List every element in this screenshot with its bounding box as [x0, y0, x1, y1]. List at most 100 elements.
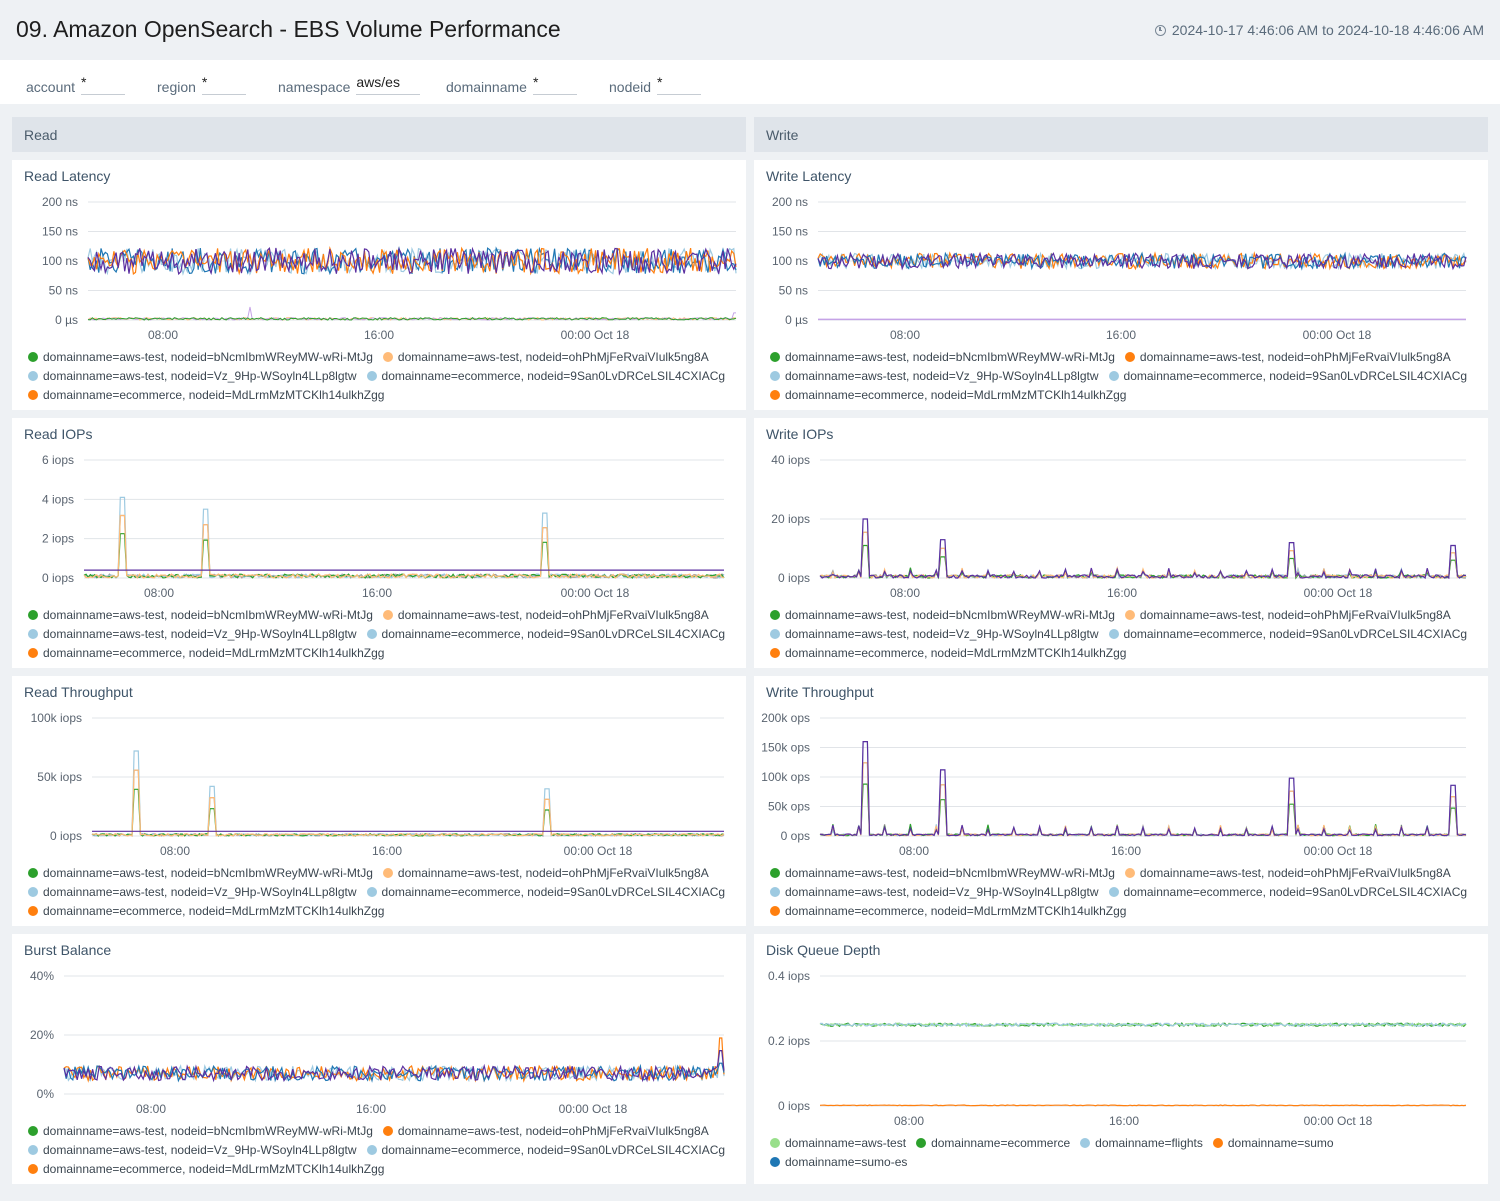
read-latency-chart[interactable]: 0 µs 50 ns 100 ns 150 ns 200 ns 08:00 16:00 00:…	[12, 160, 746, 415]
filter-nodeid-value[interactable]: *	[657, 74, 702, 95]
filter-account[interactable]: account *	[26, 74, 126, 95]
legend-item[interactable]: domainname=ecommerce, nodeid=9San0LvDRCe…	[366, 883, 725, 901]
legend-label: domainname=sumo	[1227, 1136, 1334, 1150]
read-iops-title[interactable]: Read IOPs	[24, 426, 93, 442]
series-line[interactable]	[83, 514, 725, 580]
legend-item[interactable]: domainname=sumo-es	[770, 1153, 907, 1171]
legend-item[interactable]: domainname=aws-test	[770, 1134, 906, 1152]
legend-item[interactable]: domainname=ecommerce, nodeid=9San0LvDRCe…	[1108, 625, 1467, 643]
legend-item[interactable]: domainname=aws-test, nodeid=ohPhMjFeRvai…	[382, 1122, 709, 1140]
legend-item[interactable]: domainname=ecommerce, nodeid=MdLrmMzMTCK…	[28, 902, 384, 920]
legend-item[interactable]: domainname=ecommerce, nodeid=MdLrmMzMTCK…	[770, 386, 1126, 404]
series-line[interactable]	[91, 769, 725, 838]
legend-dot-icon	[382, 868, 393, 878]
legend-item[interactable]: domainname=ecommerce, nodeid=MdLrmMzMTCK…	[770, 902, 1126, 920]
disk-queue-depth-title[interactable]: Disk Queue Depth	[766, 942, 881, 958]
legend-item[interactable]: domainname=flights	[1080, 1134, 1203, 1152]
filter-domainname[interactable]: domainname *	[446, 74, 577, 95]
filter-account-value[interactable]: *	[81, 74, 126, 95]
write-throughput-title[interactable]: Write Throughput	[766, 684, 874, 700]
filter-region-value[interactable]: *	[201, 74, 246, 95]
filter-region[interactable]: region *	[157, 74, 246, 95]
legend-item[interactable]: domainname=aws-test, nodeid=Vz_9Hp-WSoyl…	[770, 883, 1099, 901]
legend-item[interactable]: domainname=aws-test, nodeid=bNcmIbmWReyM…	[770, 348, 1115, 366]
write-iops-chart[interactable]: 0 iops 20 iops 40 iops 08:00 16:00 00:00 Oct …	[754, 418, 1488, 673]
legend-dot-icon	[28, 371, 38, 381]
write-latency-chart[interactable]: 0 µs 50 ns 100 ns 150 ns 200 ns 08:00 16:00 00:…	[754, 160, 1488, 415]
filter-namespace-value[interactable]: aws/es	[356, 74, 421, 95]
legend-item[interactable]: domainname=aws-test, nodeid=Vz_9Hp-WSoyl…	[28, 625, 357, 643]
y-tick-label: 0 µs	[55, 313, 78, 327]
legend-item[interactable]: domainname=aws-test, nodeid=Vz_9Hp-WSoyl…	[770, 625, 1099, 643]
burst-balance-chart[interactable]: 0% 20% 40% 08:00 16:00 00:00 Oct 18	[12, 934, 746, 1189]
series-line[interactable]	[83, 514, 725, 579]
legend-label: domainname=aws-test, nodeid=ohPhMjFeRvai…	[397, 1124, 709, 1138]
write-iops-title[interactable]: Write IOPs	[766, 426, 834, 442]
legend-dot-icon	[366, 887, 377, 897]
disk-queue-depth-chart[interactable]: 0 iops 0.2 iops 0.4 iops 08:00 16:00 00:00 Oc…	[754, 934, 1488, 1189]
series-line[interactable]	[87, 317, 737, 321]
legend-item[interactable]: domainname=aws-test, nodeid=bNcmIbmWReyM…	[770, 864, 1115, 882]
legend-item[interactable]: domainname=aws-test, nodeid=ohPhMjFeRvai…	[382, 864, 709, 882]
legend-item[interactable]: domainname=ecommerce, nodeid=MdLrmMzMTCK…	[28, 644, 384, 662]
legend-item[interactable]: domainname=ecommerce, nodeid=9San0LvDRCe…	[1108, 367, 1467, 385]
series-line[interactable]	[817, 251, 1467, 271]
legend-item[interactable]: domainname=sumo	[1212, 1134, 1334, 1152]
series-line[interactable]	[819, 1104, 1467, 1107]
legend-item[interactable]: domainname=ecommerce, nodeid=MdLrmMzMTCK…	[770, 644, 1126, 662]
filter-domainname-value[interactable]: *	[532, 74, 577, 95]
series-line[interactable]	[83, 533, 725, 579]
legend-item[interactable]: domainname=ecommerce, nodeid=MdLrmMzMTCK…	[28, 386, 384, 404]
section-write[interactable]: Write	[754, 117, 1488, 152]
legend-dot-icon	[1212, 1138, 1223, 1148]
series-line[interactable]	[63, 1037, 725, 1083]
read-latency-title[interactable]: Read Latency	[24, 168, 111, 184]
write-latency-title[interactable]: Write Latency	[766, 168, 852, 184]
read-throughput-chart[interactable]: 0 iops 50k iops 100k iops 08:00 16:00 00:00 O…	[12, 676, 746, 931]
legend-item[interactable]: domainname=aws-test, nodeid=Vz_9Hp-WSoyl…	[28, 883, 357, 901]
legend-item[interactable]: domainname=ecommerce, nodeid=9San0LvDRCe…	[366, 625, 725, 643]
series-line[interactable]	[91, 769, 725, 837]
series-line[interactable]	[91, 750, 725, 838]
series-line[interactable]	[819, 518, 1467, 580]
series-line[interactable]	[87, 245, 737, 276]
series-line[interactable]	[63, 1049, 725, 1083]
read-iops-chart[interactable]: 0 iops 2 iops 4 iops 6 iops 08:00 16:00 00:00 …	[12, 418, 746, 673]
legend-item[interactable]: domainname=aws-test, nodeid=Vz_9Hp-WSoyl…	[770, 367, 1099, 385]
section-read[interactable]: Read	[12, 117, 746, 152]
series-line[interactable]	[819, 740, 1467, 837]
legend-item[interactable]: domainname=aws-test, nodeid=Vz_9Hp-WSoyl…	[28, 1141, 357, 1159]
series-line[interactable]	[819, 531, 1467, 580]
series-line[interactable]	[817, 251, 1467, 271]
filter-namespace[interactable]: namespace aws/es	[278, 74, 421, 95]
legend-item[interactable]: domainname=ecommerce	[916, 1134, 1070, 1152]
legend-item[interactable]: domainname=aws-test, nodeid=ohPhMjFeRvai…	[1124, 864, 1451, 882]
series-line[interactable]	[819, 1022, 1467, 1028]
legend-item[interactable]: domainname=aws-test, nodeid=ohPhMjFeRvai…	[382, 606, 709, 624]
legend-item[interactable]: domainname=aws-test, nodeid=bNcmIbmWReyM…	[28, 1122, 373, 1140]
series-line[interactable]	[87, 246, 737, 276]
legend-item[interactable]: domainname=aws-test, nodeid=ohPhMjFeRvai…	[382, 348, 709, 366]
series-line[interactable]	[63, 1049, 725, 1083]
legend-item[interactable]: domainname=aws-test, nodeid=bNcmIbmWReyM…	[770, 606, 1115, 624]
read-throughput-title[interactable]: Read Throughput	[24, 684, 133, 700]
legend-item[interactable]: domainname=aws-test, nodeid=bNcmIbmWReyM…	[28, 864, 373, 882]
series-line[interactable]	[91, 788, 724, 837]
legend-item[interactable]: domainname=ecommerce, nodeid=MdLrmMzMTCK…	[28, 1160, 384, 1178]
legend-item[interactable]: domainname=ecommerce, nodeid=9San0LvDRCe…	[366, 367, 725, 385]
series-line[interactable]	[83, 496, 725, 579]
series-line[interactable]	[819, 740, 1467, 837]
legend-dot-icon	[770, 352, 780, 362]
time-range[interactable]: 2024-10-17 4:46:06 AM to 2024-10-18 4:46…	[1154, 22, 1484, 38]
legend-item[interactable]: domainname=aws-test, nodeid=ohPhMjFeRvai…	[1124, 348, 1451, 366]
legend-item[interactable]: domainname=aws-test, nodeid=ohPhMjFeRvai…	[1124, 606, 1451, 624]
burst-balance-title[interactable]: Burst Balance	[24, 942, 112, 958]
filter-nodeid[interactable]: nodeid *	[609, 74, 702, 95]
legend-item[interactable]: domainname=aws-test, nodeid=Vz_9Hp-WSoyl…	[28, 367, 357, 385]
legend-item[interactable]: domainname=ecommerce, nodeid=9San0LvDRCe…	[1108, 883, 1467, 901]
legend-item[interactable]: domainname=ecommerce, nodeid=9San0LvDRCe…	[366, 1141, 725, 1159]
legend-item[interactable]: domainname=aws-test, nodeid=bNcmIbmWReyM…	[28, 348, 373, 366]
legend-item[interactable]: domainname=aws-test, nodeid=bNcmIbmWReyM…	[28, 606, 373, 624]
write-throughput-chart[interactable]: 0 ops 50k ops 100k ops 150k ops 200k ops 08:0…	[754, 676, 1488, 931]
series-line[interactable]	[819, 762, 1467, 837]
